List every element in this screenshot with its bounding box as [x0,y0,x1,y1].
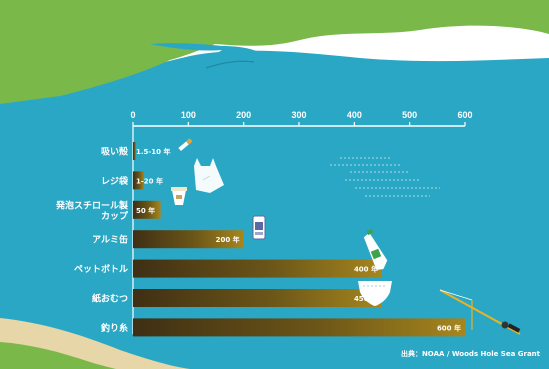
value-label: 50 年 [136,206,155,215]
pet-bottle-icon [363,228,388,270]
x-tick-label: 400 [347,110,362,120]
foam-cup-icon [171,187,187,205]
value-label: 1-20 年 [136,176,163,185]
bar [133,318,465,337]
bar [133,200,161,219]
source-note: 出典：NOAA / Woods Hole Sea Grant [401,349,541,358]
bar [133,142,136,160]
x-tick-label: 0 [130,110,135,120]
shore-land [0,342,116,369]
category-label: 発泡スチロール製 [55,199,129,211]
fishing-line-icon [439,289,521,335]
x-tick-label: 100 [181,110,196,120]
category-label: ペットボトル [74,263,128,275]
land-area [0,0,549,104]
bars [133,142,465,337]
bar [133,289,382,307]
river [150,43,262,76]
water-glare [330,157,440,197]
x-tick-label: 500 [402,110,417,120]
diaper-icon [358,281,392,306]
river-edge [205,60,255,69]
x-tick-label: 200 [236,110,251,120]
category-label: 釣り糸 [101,322,128,334]
value-label: 200 年 [216,235,240,244]
x-tick-label: 300 [291,110,306,120]
plastic-bag-icon [194,158,224,193]
aluminum-can-icon [252,215,266,240]
category-label: 紙おむつ [92,293,128,305]
item-icons [171,138,521,335]
x-tick-label: 600 [457,110,472,120]
value-label: 600 年 [437,323,461,332]
category-label-line2: カップ [101,210,129,222]
category-label: アルミ缶 [92,234,128,246]
bar [133,230,244,249]
bar [133,259,382,278]
value-label: 400 年 [354,265,378,274]
category-label: レジ袋 [101,175,129,187]
value-label: 1.5-10 年 [136,147,170,156]
bar [133,171,145,190]
cigarette-icon [178,138,193,152]
category-label: 吸い殻 [101,146,129,158]
